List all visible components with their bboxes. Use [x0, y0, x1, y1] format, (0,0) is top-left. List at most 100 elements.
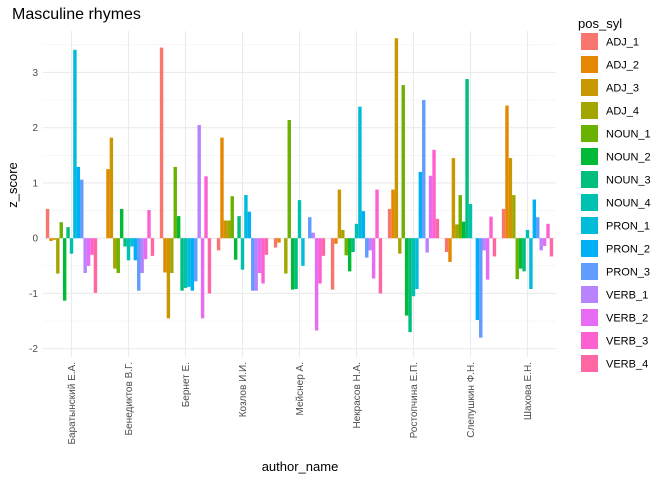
- x-tick-label: Мейснер А.: [295, 362, 306, 415]
- legend-swatch: [581, 217, 598, 234]
- legend-label: ADJ_2: [606, 60, 639, 72]
- bar: [351, 238, 355, 253]
- bar: [147, 210, 151, 239]
- bar: [505, 105, 509, 239]
- legend-swatch: [581, 355, 598, 372]
- bar: [204, 176, 208, 239]
- legend-label: PRON_2: [606, 244, 650, 256]
- bar: [347, 238, 352, 272]
- legend-swatch: [581, 309, 598, 326]
- legend-label: NOUN_1: [606, 129, 651, 141]
- bar: [294, 238, 298, 290]
- bar: [394, 38, 399, 239]
- bar: [398, 238, 402, 254]
- bar: [375, 189, 379, 239]
- bar: [404, 238, 409, 316]
- bar: [501, 208, 506, 239]
- bar: [525, 229, 530, 239]
- bar: [80, 179, 84, 239]
- bar: [451, 158, 456, 239]
- bar: [411, 238, 416, 297]
- bar: [194, 238, 198, 282]
- bar: [187, 238, 191, 287]
- bar: [52, 238, 57, 240]
- bar: [365, 238, 369, 258]
- bar: [308, 217, 312, 239]
- bar: [66, 227, 70, 239]
- bar: [180, 238, 184, 291]
- bar: [334, 238, 338, 244]
- bar: [109, 137, 114, 239]
- bar: [137, 238, 141, 291]
- bar: [378, 238, 383, 294]
- bar: [45, 208, 50, 239]
- bar: [489, 216, 493, 239]
- bar: [83, 238, 87, 274]
- x-tick-label: Бернет Е.: [181, 362, 192, 407]
- bar: [418, 171, 423, 239]
- bar: [408, 238, 412, 333]
- bar: [207, 238, 212, 294]
- y-tick-label: 0: [32, 234, 38, 245]
- bar: [508, 158, 513, 239]
- bar: [465, 79, 469, 239]
- x-tick-label: Ростопчина Е.П.: [409, 362, 420, 438]
- bar: [425, 238, 429, 253]
- legend-label: PRON_1: [606, 221, 650, 233]
- legend-label: VERB_2: [606, 313, 648, 325]
- legend-swatch: [581, 79, 598, 96]
- bar: [485, 238, 490, 280]
- legend-label: VERB_1: [606, 290, 648, 302]
- bar: [190, 238, 195, 291]
- legend-items: ADJ_1 ADJ_2 ADJ_3 ADJ_4 NOUN_1 NOUN_2 NOUN_3 NO…: [581, 33, 651, 372]
- bar: [173, 166, 177, 239]
- y-axis-title: z_score: [5, 162, 20, 208]
- legend-swatch: [581, 56, 598, 73]
- bar: [368, 238, 372, 251]
- bar: [49, 238, 53, 241]
- legend-label: PRON_3: [606, 267, 650, 279]
- bar: [93, 238, 98, 293]
- bar: [257, 238, 262, 274]
- y-tick-label: 3: [32, 68, 38, 79]
- bar: [522, 238, 526, 272]
- bar: [387, 208, 392, 239]
- legend-swatch: [581, 171, 598, 188]
- bar: [479, 238, 483, 338]
- bar: [126, 238, 131, 261]
- y-tick-label: 2: [32, 123, 38, 134]
- bar: [358, 106, 362, 239]
- legend-swatch: [581, 332, 598, 349]
- legend-title: pos_syl: [578, 16, 622, 31]
- bar: [461, 221, 466, 239]
- x-tick-label: Бенедиктов В.Г.: [124, 362, 135, 435]
- legend-swatch: [581, 125, 598, 142]
- bar: [197, 124, 201, 239]
- bar: [176, 216, 181, 239]
- legend-swatch: [581, 240, 598, 257]
- bar: [76, 166, 81, 239]
- legend-swatch: [581, 263, 598, 280]
- bar: [233, 238, 238, 260]
- bar: [140, 238, 144, 274]
- bar: [216, 238, 221, 251]
- bar: [166, 238, 171, 319]
- bar: [475, 238, 480, 320]
- y-tick-label: 1: [32, 178, 38, 189]
- bar: [391, 189, 395, 239]
- x-tick-label: Некрасов Н.А.: [352, 362, 363, 429]
- bar: [422, 100, 426, 239]
- bar: [318, 238, 322, 284]
- bar: [290, 238, 295, 290]
- legend-swatch: [581, 33, 598, 50]
- bar: [492, 238, 497, 257]
- bar: [130, 238, 134, 247]
- bar: [549, 238, 554, 257]
- bar: [512, 195, 516, 239]
- legend-label: ADJ_3: [606, 83, 639, 95]
- bar: [361, 211, 366, 239]
- bar: [401, 85, 405, 239]
- legend: pos_syl ADJ_1 ADJ_2 ADJ_3 ADJ_4 NOUN_1 NOUN_2…: [578, 16, 651, 372]
- bar: [240, 238, 245, 270]
